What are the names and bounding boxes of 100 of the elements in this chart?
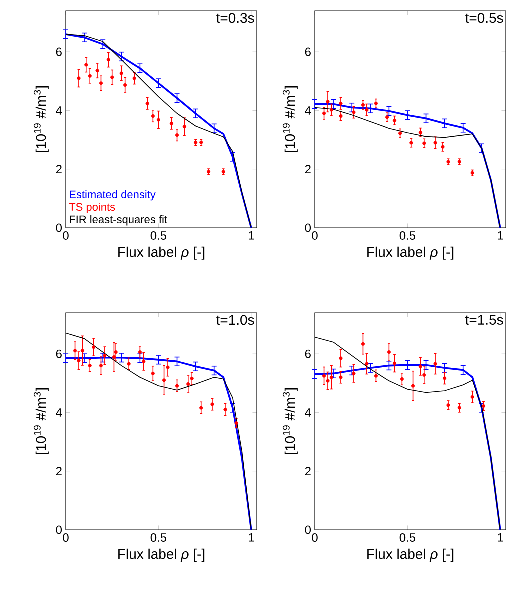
point xyxy=(330,376,334,380)
point xyxy=(166,366,170,370)
x-axis-title: Flux label ρ [-] xyxy=(118,246,205,260)
y-tick-label: 0 xyxy=(305,526,312,534)
x-tick-label: 0 xyxy=(312,232,318,240)
point xyxy=(446,404,450,408)
point xyxy=(418,130,423,134)
point xyxy=(99,364,104,368)
point xyxy=(386,116,390,120)
point xyxy=(99,82,104,86)
y-axis-title: [10$^{19}$ #/m$^{3}$] xyxy=(34,388,49,454)
point xyxy=(210,402,214,406)
y-tick-label: 6 xyxy=(305,48,311,56)
point xyxy=(120,72,124,76)
x-tick-label: 1 xyxy=(498,534,504,542)
point xyxy=(339,356,343,360)
x-tick-label: 0 xyxy=(312,534,318,542)
annotation: t=0.5s xyxy=(465,13,504,24)
point xyxy=(77,359,81,363)
y-tick-label: 2 xyxy=(56,165,62,174)
point xyxy=(374,374,378,378)
y-tick-label: 2 xyxy=(305,467,311,476)
point xyxy=(339,114,343,118)
point xyxy=(326,379,330,383)
x-axis-title: Flux label ρ [-] xyxy=(368,246,454,260)
point xyxy=(200,406,204,410)
point xyxy=(151,114,155,118)
y-axis-title: [10$^{19}$ #/m$^{3}$] xyxy=(282,388,298,454)
point xyxy=(441,145,445,149)
point xyxy=(458,406,462,410)
point xyxy=(80,349,84,353)
x-tick-label: 1 xyxy=(249,232,254,240)
point xyxy=(392,362,397,366)
point xyxy=(127,362,131,366)
point xyxy=(156,118,161,122)
y-tick-label: 6 xyxy=(305,350,311,358)
point xyxy=(365,108,369,112)
point xyxy=(422,142,426,146)
y-tick-label: 0 xyxy=(305,224,312,232)
y-tick-label: 4 xyxy=(56,106,62,115)
point xyxy=(96,69,100,73)
point xyxy=(339,376,343,380)
text: TS points xyxy=(69,202,116,214)
point xyxy=(73,349,78,353)
point xyxy=(330,108,334,112)
point xyxy=(77,76,81,80)
point xyxy=(374,102,378,106)
point xyxy=(322,112,326,116)
point xyxy=(175,134,180,138)
x-tick-label: 0.5 xyxy=(150,232,167,240)
x-tick-label: 0.5 xyxy=(150,534,167,542)
y-tick-label: 4 xyxy=(305,408,312,417)
y-tick-label: 4 xyxy=(56,408,62,417)
point xyxy=(361,342,366,346)
point xyxy=(398,132,402,136)
point xyxy=(124,83,128,87)
y-tick-label: 6 xyxy=(56,48,62,56)
point xyxy=(361,103,366,107)
x-axis-title: Flux label ρ [-] xyxy=(118,548,205,562)
point xyxy=(365,362,369,366)
text: Estimated density xyxy=(70,190,156,201)
point xyxy=(170,122,174,126)
point xyxy=(234,421,238,426)
point xyxy=(162,378,166,382)
point xyxy=(92,346,96,350)
point xyxy=(387,350,391,354)
point xyxy=(84,63,88,67)
point xyxy=(339,102,343,106)
x-axis-title: Flux label ρ [-] xyxy=(368,548,454,562)
x-tick-label: 0 xyxy=(63,534,69,542)
y-tick-label: 0 xyxy=(56,526,62,534)
point xyxy=(411,384,416,388)
point xyxy=(114,350,118,354)
point xyxy=(175,384,180,388)
y-tick-label: 2 xyxy=(56,467,62,476)
y-tick-label: 6 xyxy=(56,350,62,358)
point xyxy=(470,395,474,399)
point xyxy=(106,58,110,62)
point xyxy=(434,141,438,145)
point xyxy=(182,125,186,129)
x-tick-label: 0.5 xyxy=(400,534,416,542)
x-tick-label: 0 xyxy=(63,232,69,240)
y-axis-title: [10$^{19}$ #/m$^{3}$] xyxy=(34,86,49,152)
point xyxy=(151,372,155,376)
point xyxy=(132,76,136,80)
point xyxy=(146,102,150,106)
y-tick-label: 2 xyxy=(305,165,311,174)
y-tick-label: 4 xyxy=(305,106,312,115)
point xyxy=(443,376,447,380)
x-tick-label: 0.5 xyxy=(400,232,416,240)
point xyxy=(400,377,404,382)
text: FIR least-squares fit xyxy=(70,215,168,226)
annotation: t=0.3s xyxy=(216,13,254,24)
point xyxy=(434,362,438,366)
x-tick-label: 1 xyxy=(249,534,254,542)
point xyxy=(110,76,114,80)
annotation: t=1.0s xyxy=(216,315,254,326)
y-tick-label: 0 xyxy=(56,224,62,232)
point xyxy=(326,100,330,104)
point xyxy=(322,374,326,378)
